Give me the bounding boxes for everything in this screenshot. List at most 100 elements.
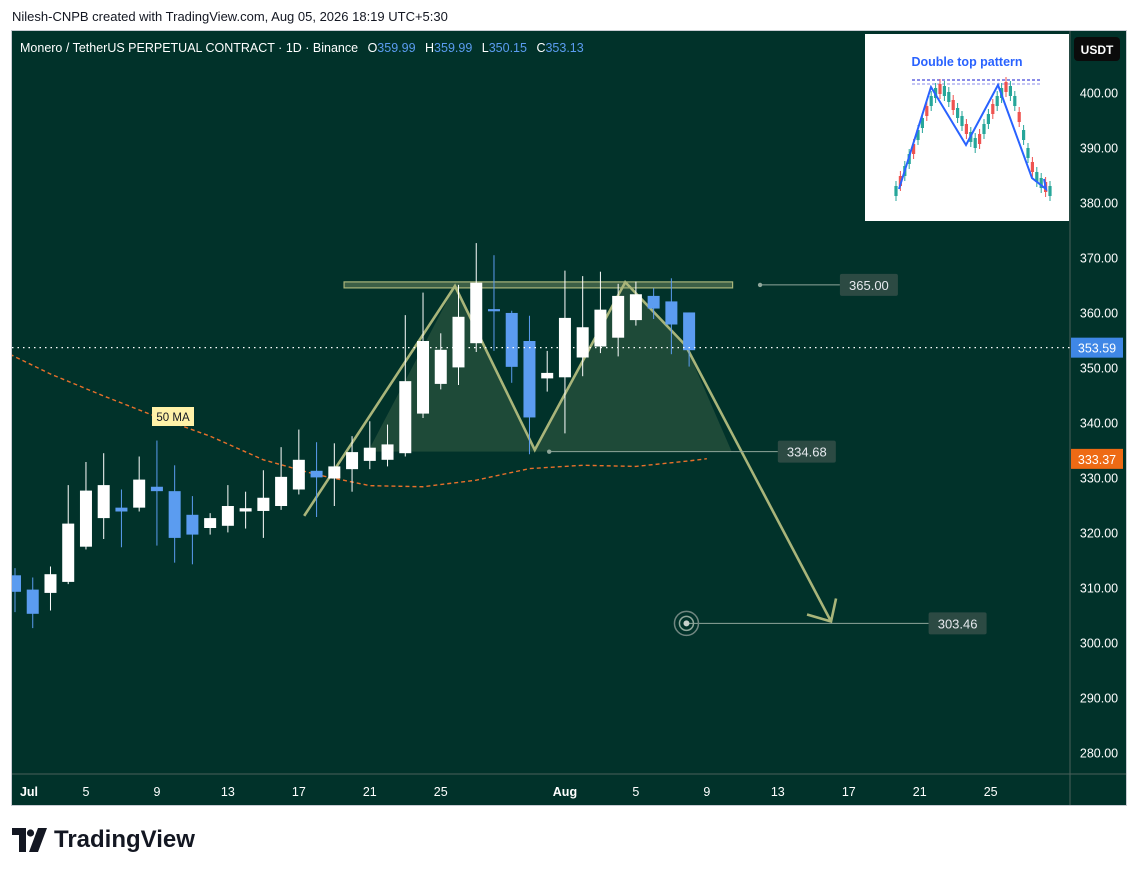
candle[interactable] <box>417 292 430 418</box>
candle-body <box>257 497 270 511</box>
chart-frame[interactable]: 50 MA 365.00 334.68 303.46 400.00 390.00 380… <box>11 30 1127 806</box>
candle-body <box>558 317 571 378</box>
candle[interactable] <box>62 485 75 585</box>
candle[interactable] <box>168 465 181 563</box>
inset-candle-body <box>991 104 995 114</box>
candle[interactable] <box>239 491 252 529</box>
inset-candle-body <box>947 92 951 102</box>
x-tick-label: 9 <box>153 785 160 799</box>
candle[interactable] <box>647 288 660 319</box>
inset-candle-body <box>964 124 968 134</box>
x-tick-label: 5 <box>632 785 639 799</box>
target-marker-dot <box>683 620 690 627</box>
legend-close-label: C <box>536 41 545 55</box>
tradingview-logo-icon <box>12 828 47 852</box>
candle-body <box>505 312 518 367</box>
legend-high-value: 359.99 <box>434 41 472 55</box>
x-tick-label: 25 <box>984 785 998 799</box>
candle[interactable] <box>12 568 21 613</box>
candle[interactable] <box>292 429 305 495</box>
candle-body <box>381 444 394 460</box>
inset-candle-body <box>973 138 977 148</box>
y-tick-label: 310.00 <box>1080 581 1118 595</box>
last-price-tag: 353.59 <box>1071 337 1123 358</box>
price-level[interactable]: 365.00 <box>760 273 898 296</box>
inset-candle-body <box>916 130 920 140</box>
y-tick-label: 360.00 <box>1080 306 1118 320</box>
candle[interactable] <box>115 489 128 548</box>
candle[interactable] <box>629 281 642 326</box>
price-level[interactable]: 303.46 <box>689 612 987 635</box>
currency-button-label[interactable]: USDT <box>1081 43 1114 57</box>
legend-high-label: H <box>425 41 434 55</box>
candle-body <box>399 381 412 454</box>
inset-pattern-line <box>898 82 1048 192</box>
candle[interactable] <box>505 310 518 383</box>
candle[interactable] <box>683 312 696 367</box>
candle[interactable] <box>452 284 465 385</box>
candle[interactable] <box>665 278 678 355</box>
legend-low-label: L <box>482 41 489 55</box>
candle[interactable] <box>381 424 394 467</box>
candle[interactable] <box>133 456 146 512</box>
candle[interactable] <box>576 276 589 377</box>
inset-candle-body <box>898 176 902 186</box>
candle[interactable] <box>594 271 607 354</box>
candle-body <box>523 341 536 418</box>
candle-body <box>204 518 217 528</box>
currency-button[interactable]: USDT <box>1074 37 1120 61</box>
candle[interactable] <box>257 470 270 538</box>
candle[interactable] <box>612 283 625 357</box>
inset-candle-body <box>894 186 898 196</box>
legend-low-value: 350.15 <box>489 41 527 55</box>
candle[interactable] <box>328 443 341 506</box>
legend-symbol: Monero / TetherUS PERPETUAL CONTRACT · 1… <box>20 41 358 55</box>
tradingview-logo[interactable]: TradingView <box>12 826 195 854</box>
candle[interactable] <box>26 577 39 629</box>
candle[interactable] <box>79 462 92 550</box>
candle[interactable] <box>310 442 323 517</box>
inset-candle-body <box>1022 130 1026 140</box>
candle[interactable] <box>523 315 536 455</box>
candle[interactable] <box>558 270 571 434</box>
moving-average-line <box>12 354 707 488</box>
inset-candle-body <box>1035 172 1039 182</box>
candle[interactable] <box>434 333 447 390</box>
candle[interactable] <box>346 436 359 492</box>
price-level-label-box <box>928 612 987 635</box>
candle[interactable] <box>186 496 199 565</box>
candle-body <box>434 349 447 384</box>
x-tick-label: 21 <box>363 785 377 799</box>
inset-candle-body <box>938 84 942 94</box>
candle[interactable] <box>487 255 500 351</box>
y-tick-label: 350.00 <box>1080 361 1118 375</box>
candle[interactable] <box>44 566 57 611</box>
candle[interactable] <box>470 243 483 352</box>
chart-attribution: Nilesh-CNPB created with TradingView.com… <box>12 9 448 24</box>
tradingview-wordmark: TradingView <box>54 826 195 853</box>
candle[interactable] <box>399 315 412 457</box>
inset-candle-body <box>1013 96 1017 106</box>
candle[interactable] <box>204 513 217 535</box>
candle-body <box>452 316 465 368</box>
levels-layer: 365.00 334.68 303.46 <box>12 273 1070 637</box>
price-level[interactable]: 334.68 <box>547 440 836 463</box>
candle-body <box>683 312 696 351</box>
candle-body <box>363 447 376 461</box>
candle-body <box>612 295 625 338</box>
candle[interactable] <box>150 440 163 546</box>
y-tick-label: 280.00 <box>1080 746 1118 760</box>
y-tick-label: 400.00 <box>1080 86 1118 100</box>
inset-candle-body <box>1030 162 1034 172</box>
inset-candle-body <box>1048 186 1052 196</box>
candle[interactable] <box>221 485 234 533</box>
candles-layer <box>12 243 696 629</box>
candle-body <box>168 491 181 538</box>
y-tick-label: 330.00 <box>1080 471 1118 485</box>
candle[interactable] <box>97 453 110 539</box>
candle[interactable] <box>541 350 554 392</box>
candle[interactable] <box>275 447 288 510</box>
candle[interactable] <box>363 421 376 470</box>
level-anchor-dot <box>757 282 763 288</box>
price-chart[interactable]: 50 MA 365.00 334.68 303.46 400.00 390.00 380… <box>12 31 1127 806</box>
